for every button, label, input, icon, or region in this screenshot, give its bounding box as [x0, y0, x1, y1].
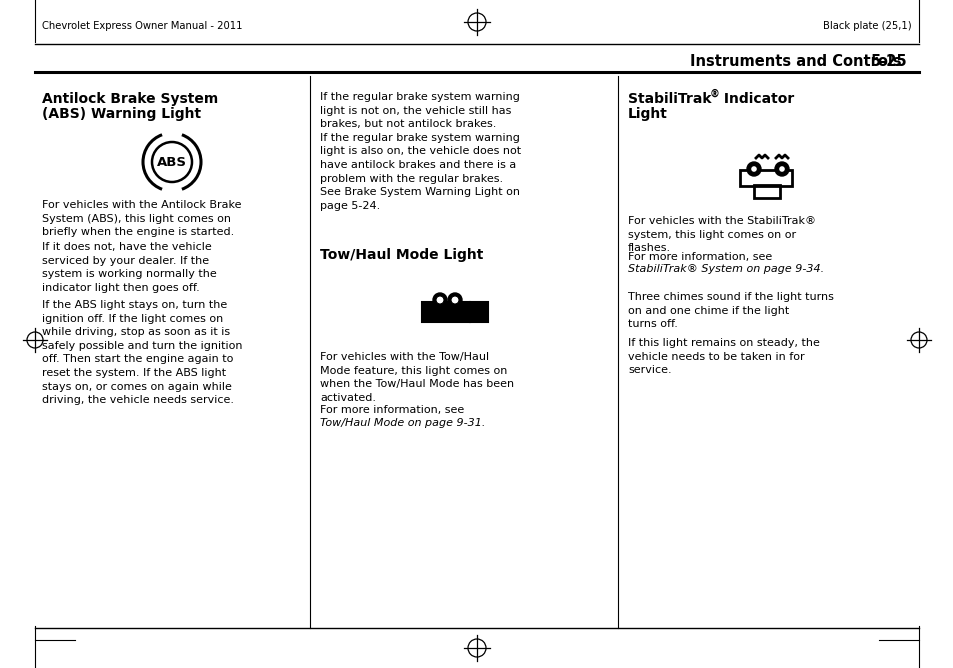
Text: If the ABS light stays on, turn the
ignition off. If the light comes on
while dr: If the ABS light stays on, turn the igni… — [42, 300, 242, 405]
Bar — [740, 170, 791, 186]
Text: Three chimes sound if the light turns
on and one chime if the light
turns off.: Three chimes sound if the light turns on… — [627, 292, 833, 329]
Bar — [421, 302, 470, 322]
Text: Light: Light — [627, 107, 667, 121]
Text: If this light remains on steady, the
vehicle needs to be taken in for
service.: If this light remains on steady, the veh… — [627, 338, 819, 375]
Bar — [753, 185, 780, 198]
Text: StabiliTrak® System on page 9-34.: StabiliTrak® System on page 9-34. — [627, 264, 823, 274]
Circle shape — [448, 293, 461, 307]
Text: For more information, see: For more information, see — [627, 252, 771, 262]
Text: Black plate (25,1): Black plate (25,1) — [822, 21, 911, 31]
Text: For vehicles with the Tow/Haul
Mode feature, this light comes on
when the Tow/Ha: For vehicles with the Tow/Haul Mode feat… — [319, 352, 514, 403]
Text: Instruments and Controls: Instruments and Controls — [689, 55, 901, 69]
Text: ABS: ABS — [157, 156, 187, 168]
Bar — [470, 302, 488, 322]
Text: Antilock Brake System: Antilock Brake System — [42, 92, 218, 106]
Text: Tow/Haul Mode on page 9-31.: Tow/Haul Mode on page 9-31. — [319, 418, 485, 428]
Text: StabiliTrak: StabiliTrak — [627, 92, 711, 106]
Text: If the regular brake system warning
light is not on, the vehicle still has
brake: If the regular brake system warning ligh… — [319, 92, 520, 211]
Circle shape — [746, 162, 760, 176]
Text: If it does not, have the vehicle
serviced by your dealer. If the
system is worki: If it does not, have the vehicle service… — [42, 242, 216, 293]
Circle shape — [774, 162, 788, 176]
Circle shape — [750, 166, 757, 172]
Text: Indicator: Indicator — [719, 92, 794, 106]
Circle shape — [433, 293, 447, 307]
Circle shape — [436, 296, 443, 304]
Circle shape — [778, 166, 784, 172]
Text: Chevrolet Express Owner Manual - 2011: Chevrolet Express Owner Manual - 2011 — [42, 21, 242, 31]
Text: (ABS) Warning Light: (ABS) Warning Light — [42, 107, 201, 121]
Text: For vehicles with the Antilock Brake
System (ABS), this light comes on
briefly w: For vehicles with the Antilock Brake Sys… — [42, 200, 241, 237]
Text: 5-25: 5-25 — [869, 55, 906, 69]
Circle shape — [451, 296, 458, 304]
Text: Tow/Haul Mode Light: Tow/Haul Mode Light — [319, 248, 483, 262]
Text: ®: ® — [709, 89, 720, 99]
Text: For vehicles with the StabiliTrak®
system, this light comes on or
flashes.: For vehicles with the StabiliTrak® syste… — [627, 216, 815, 253]
Text: For more information, see: For more information, see — [319, 405, 467, 415]
